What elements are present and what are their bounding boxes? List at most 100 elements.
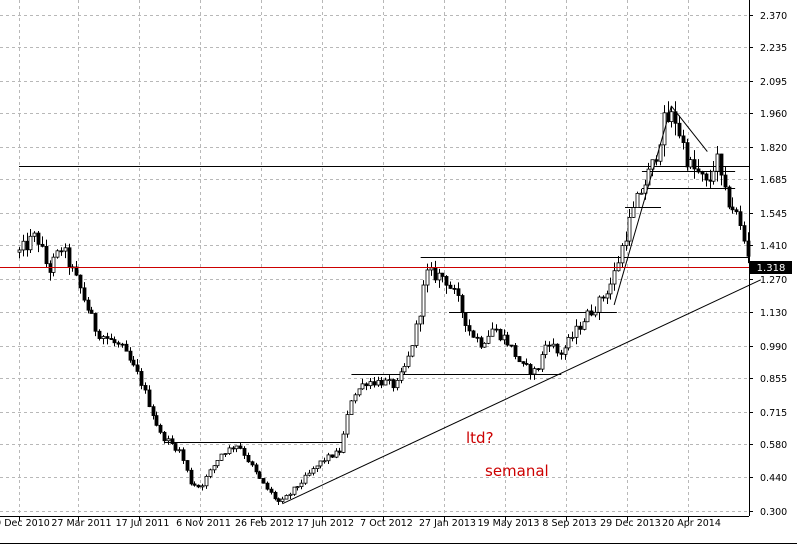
y-tick-label: 0.855	[760, 374, 787, 385]
candle-body	[627, 217, 632, 242]
candle-body	[742, 225, 747, 242]
candle-body	[192, 483, 197, 486]
candle-body	[677, 122, 682, 137]
candle-body	[158, 424, 163, 433]
candle-body	[151, 406, 156, 416]
candle-body	[582, 321, 587, 330]
candle-body	[482, 342, 487, 348]
candle-body	[406, 355, 411, 367]
candle-body	[116, 342, 121, 345]
candle-body	[452, 288, 457, 290]
candle-body	[196, 484, 201, 488]
candle-body	[341, 433, 346, 453]
candle-body	[234, 445, 239, 450]
candle-body	[723, 174, 728, 188]
y-tick-label: 2.235	[760, 43, 787, 54]
candle-body	[307, 472, 312, 476]
candle-body	[212, 465, 217, 471]
y-tick-label: 1.685	[760, 175, 787, 186]
candle-body	[257, 471, 262, 479]
candle-body	[391, 379, 396, 389]
candle-body	[696, 168, 701, 173]
candle-body	[147, 389, 152, 408]
annotation-ltd: ltd?	[466, 429, 494, 447]
y-tick-label: 0.440	[760, 473, 787, 484]
candle-body	[681, 135, 686, 143]
candle-body	[543, 344, 548, 355]
annotation-semanal: semanal	[485, 462, 549, 480]
candle-body	[734, 209, 739, 213]
candle-body	[524, 363, 529, 365]
candle-body	[204, 476, 209, 487]
candle-body	[425, 269, 430, 286]
candle-body	[288, 493, 293, 496]
candle-body	[383, 379, 388, 386]
candle-body	[395, 379, 400, 389]
candle-body	[715, 153, 720, 172]
candle-body	[219, 453, 224, 461]
candle-body	[368, 381, 373, 387]
candle-body	[89, 309, 94, 314]
candle-body	[86, 299, 91, 311]
candle-body	[334, 450, 339, 458]
candle-body	[570, 336, 575, 339]
candle-body	[120, 343, 125, 346]
candle-body	[624, 240, 629, 247]
candle-body	[139, 371, 144, 386]
candle-body	[673, 111, 678, 124]
candle-body	[727, 186, 732, 208]
y-tick-label: 2.370	[760, 11, 787, 22]
candle-body	[704, 173, 709, 181]
candle-body	[467, 325, 472, 332]
candle-body	[55, 250, 60, 258]
candle-body	[555, 343, 560, 354]
candle-body	[105, 336, 110, 339]
candle-body	[433, 267, 438, 281]
candle-body	[387, 379, 392, 381]
y-tick-label: 1.820	[760, 143, 787, 154]
candle-body	[63, 247, 68, 252]
candle-body	[688, 159, 693, 168]
candle-body	[517, 356, 522, 363]
candle-body	[494, 328, 499, 331]
candle-body	[36, 232, 41, 245]
x-tick-label: 6 Nov 2011	[176, 518, 231, 529]
candle-body	[261, 478, 266, 484]
candle-body	[124, 343, 129, 352]
current-price-line-group: 1.318	[0, 261, 792, 274]
candle-body	[135, 364, 140, 372]
x-tick-label: 17 Jul 2011	[116, 518, 170, 529]
candle-body	[399, 371, 404, 381]
candle-body	[265, 482, 270, 490]
candle-body	[345, 414, 350, 435]
candle-body	[502, 334, 507, 341]
candle-body	[21, 240, 26, 251]
candle-body	[471, 330, 476, 338]
candle-body	[143, 385, 148, 391]
candle-body	[170, 438, 175, 444]
x-tick-label: 27 Jan 2013	[419, 518, 476, 529]
candle-body	[437, 272, 442, 281]
candle-body	[372, 381, 377, 386]
x-tick-labels: 9 Dec 2010 27 Mar 2011 17 Jul 2011 6 Nov 20…	[0, 516, 721, 529]
x-tick-label: 17 Jun 2012	[297, 518, 354, 529]
candle-body	[349, 400, 354, 415]
candle-body	[67, 247, 72, 268]
candle-body	[440, 272, 445, 277]
candle-body	[505, 334, 510, 346]
candle-body	[692, 159, 697, 170]
y-tick-label: 1.410	[760, 241, 787, 252]
candle-body	[639, 192, 644, 195]
candle-body	[460, 295, 465, 313]
candle-body	[444, 276, 449, 286]
candle-body	[242, 448, 247, 456]
candle-body	[379, 379, 384, 386]
candle-body	[82, 287, 87, 301]
candle-body	[490, 328, 495, 337]
candle-body	[685, 142, 690, 168]
candle-body	[48, 263, 53, 273]
candle-body	[162, 431, 167, 442]
candle-body	[559, 352, 564, 355]
